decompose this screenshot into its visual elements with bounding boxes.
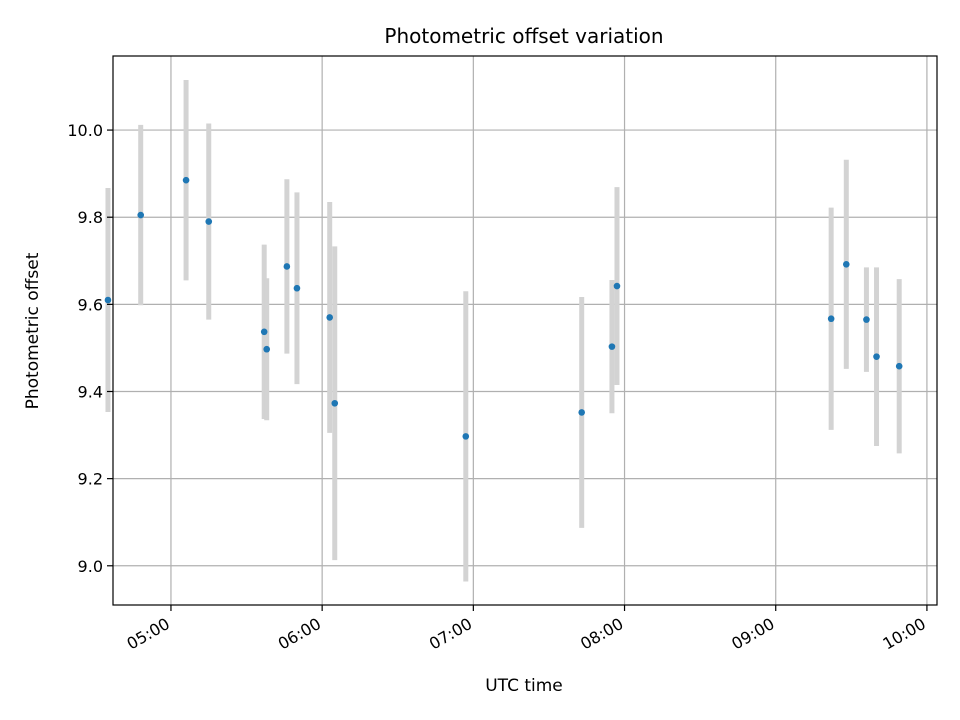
y-tick-label: 9.2 <box>78 470 103 489</box>
data-point <box>873 353 880 360</box>
y-tick-label: 9.4 <box>78 383 103 402</box>
x-axis-label: UTC time <box>485 676 563 696</box>
chart-title: Photometric offset variation <box>384 24 663 48</box>
data-point <box>578 409 585 416</box>
data-point <box>260 328 268 336</box>
data-point <box>104 296 112 304</box>
data-point <box>608 343 616 350</box>
y-tick-label: 9.6 <box>78 295 103 314</box>
data-point <box>283 263 291 270</box>
data-point <box>182 176 190 184</box>
data-point <box>326 314 334 321</box>
y-axis-label: Photometric offset <box>23 252 43 409</box>
data-point <box>263 345 271 353</box>
y-tick-label: 9.8 <box>78 208 103 227</box>
y-tick-label: 10.0 <box>67 121 103 140</box>
data-point <box>205 218 213 225</box>
y-tick-label: 9.0 <box>78 557 103 576</box>
data-point <box>895 362 903 370</box>
data-point <box>827 315 835 323</box>
data-point <box>462 433 470 440</box>
data-point <box>137 211 145 219</box>
plot-area-frame <box>112 55 938 606</box>
grid <box>113 56 937 605</box>
data-point <box>293 284 301 292</box>
data-point <box>331 399 339 407</box>
data-point <box>842 260 850 268</box>
data-points <box>104 176 903 440</box>
data-point <box>863 316 870 323</box>
data-point <box>613 282 621 290</box>
